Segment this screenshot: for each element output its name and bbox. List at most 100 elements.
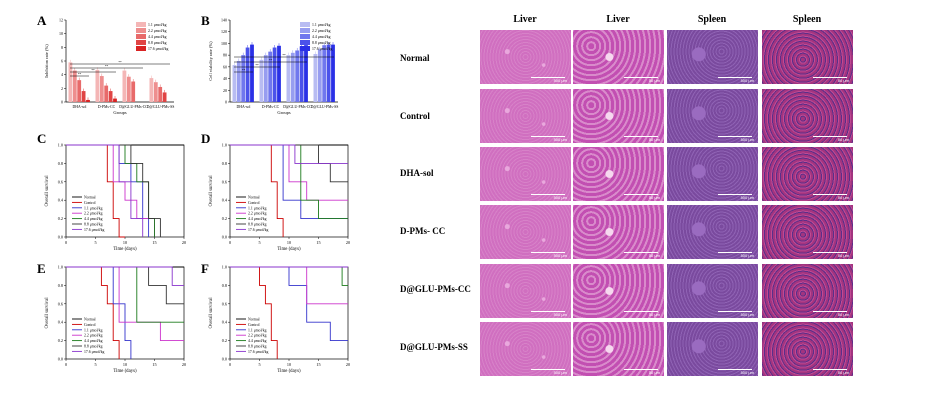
scale-bar: [624, 369, 658, 370]
scale-bar: [531, 194, 565, 195]
chart-a-x-tick-label: DHA-sol: [73, 105, 87, 109]
chart-a-bar: [162, 92, 167, 102]
chart-c-legend-label: Normal: [84, 196, 96, 200]
scale-bar: [531, 252, 565, 253]
histology-image: 50 μm: [573, 322, 664, 376]
row-label-d-glu-pms-ss: D@GLU-PMs-SS: [400, 342, 468, 352]
chart-d-y-tick-label: 1.0: [222, 143, 227, 148]
chart-f-legend-label: 8.8 μmol/kg: [248, 345, 267, 349]
chart-c-y-tick-label: 0.0: [58, 235, 63, 240]
chart-b-y-tick-label: 140: [221, 18, 227, 23]
scale-bar: [531, 77, 565, 78]
chart-b-bar: [232, 65, 237, 102]
chart-a-y-axis-label: Inhibition rate (%): [44, 44, 49, 78]
chart-c-y-tick-label: 0.2: [58, 216, 63, 221]
chart-b-bar: [236, 61, 241, 102]
chart-b-x-axis-label: Groups: [277, 110, 290, 115]
chart-b-y-tick-label: 80: [223, 53, 227, 58]
scale-bar-label: 50 μm: [837, 78, 849, 83]
chart-a-legend-swatch: [136, 34, 146, 39]
chart-b-y-tick-label: 100: [221, 41, 227, 46]
scale-bar: [624, 311, 658, 312]
histology-image: 50 μm: [573, 147, 664, 201]
chart-e-survival: 0.0 0.2 0.4 0.6 0.8 1.0 0 5 10 15 20 Time (days) Ove…: [45, 265, 186, 375]
histology-image: 500 μm: [480, 205, 571, 259]
panel-label-f: F: [201, 261, 209, 276]
chart-b-bar: [241, 55, 246, 102]
chart-a-legend-label: 17.6 μmol/kg: [148, 47, 168, 51]
chart-b-bar: [272, 47, 277, 102]
chart-a-legend-label: 4.4 μmol/kg: [148, 35, 167, 39]
chart-d-x-tick-label: 20: [346, 240, 350, 245]
panel-label-a: A: [37, 13, 47, 28]
scale-bar-label: 500 μm: [553, 253, 567, 258]
panel-label-b: B: [201, 13, 210, 28]
chart-c-legend-label: 4.4 μmol/kg: [84, 217, 103, 221]
chart-e-y-tick-label: 1.0: [58, 265, 63, 270]
scale-bar: [718, 369, 752, 370]
chart-e-legend-label: 2.2 μmol/kg: [84, 334, 103, 338]
chart-b-bar: [250, 44, 254, 102]
chart-b-significance-mark: **: [242, 68, 246, 72]
chart-f-y-tick-label: 0.0: [222, 357, 227, 362]
chart-c-survival-line: [66, 144, 155, 237]
chart-b-x-tick-label: D@GLU-PMs-CC: [283, 105, 312, 109]
chart-b-bar: [245, 47, 250, 102]
scale-bar: [531, 369, 565, 370]
histology-image: 500 μm: [480, 147, 571, 201]
chart-e-y-tick-label: 0.2: [58, 338, 63, 343]
chart-b-bar: [331, 44, 335, 102]
chart-c-x-tick-label: 15: [152, 240, 156, 245]
scale-bar-label: 500 μm: [740, 78, 754, 83]
chart-b-y-tick-label: 0: [225, 100, 227, 105]
scale-bar-label: 50 μm: [648, 370, 660, 375]
chart-a-bar: [153, 82, 158, 102]
chart-a-legend-swatch: [136, 46, 146, 51]
chart-a-inhibition-bars: 0 2 4 6 8 10 12 Inhibition rate (%) DHA-sol D-PMs…: [44, 18, 175, 116]
chart-b-legend-label: 8.8 μmol/kg: [312, 41, 331, 45]
scale-bar-label: 500 μm: [740, 137, 754, 142]
chart-b-x-tick-label: DHA-sol: [237, 105, 251, 109]
scale-bar: [813, 311, 847, 312]
chart-d-y-tick-label: 0.0: [222, 235, 227, 240]
chart-a-x-tick-label: D@GLU-PMs-SS: [147, 105, 175, 109]
chart-d-legend-label: 8.8 μmol/kg: [248, 223, 267, 227]
chart-a-legend-label: 8.8 μmol/kg: [148, 41, 167, 45]
chart-f-y-tick-label: 0.6: [222, 301, 227, 306]
chart-c-x-tick-label: 0: [65, 240, 67, 245]
chart-b-bar: [277, 45, 281, 102]
chart-e-x-tick-label: 5: [94, 362, 96, 367]
chart-e-y-axis-label: Overall survival: [45, 297, 50, 329]
chart-e-legend-label: 17.6 μmol/kg: [84, 350, 104, 354]
chart-d-y-tick-label: 0.8: [222, 161, 227, 166]
chart-b-y-tick-label: 20: [223, 88, 227, 93]
chart-a-bar: [81, 91, 86, 102]
scale-bar-label: 50 μm: [837, 195, 849, 200]
histology-image: 50 μm: [762, 147, 853, 201]
chart-a-significance-mark: **: [105, 64, 109, 68]
scale-bar-label: 500 μm: [740, 370, 754, 375]
chart-c-survival-line: [66, 144, 155, 237]
chart-a-bar: [108, 91, 113, 102]
scale-bar-label: 50 μm: [648, 137, 660, 142]
chart-a-bar: [104, 85, 109, 102]
column-label-liver-high: Liver: [606, 14, 630, 25]
chart-a-bar: [95, 69, 100, 102]
scale-bar-label: 500 μm: [740, 253, 754, 258]
chart-a-bar: [122, 70, 127, 102]
chart-b-legend-swatch: [300, 34, 310, 39]
chart-f-y-tick-label: 1.0: [222, 265, 227, 270]
chart-a-legend-label: 1.1 μmol/kg: [148, 23, 167, 27]
chart-e-y-tick-label: 0.8: [58, 283, 63, 288]
chart-a-bar: [158, 86, 163, 102]
chart-c-legend-label: Control: [84, 201, 96, 205]
chart-d-survival-line: [230, 144, 348, 164]
chart-f-y-axis-label: Overall survival: [209, 297, 214, 329]
chart-b-bar: [290, 52, 295, 102]
chart-a-legend-swatch: [136, 40, 146, 45]
chart-d-y-tick-label: 0.4: [222, 198, 228, 203]
chart-d-legend-label: 1.1 μmol/kg: [248, 206, 267, 210]
histology-image: 500 μm: [667, 264, 758, 318]
scale-bar-label: 50 μm: [648, 312, 660, 317]
scale-bar: [718, 311, 752, 312]
